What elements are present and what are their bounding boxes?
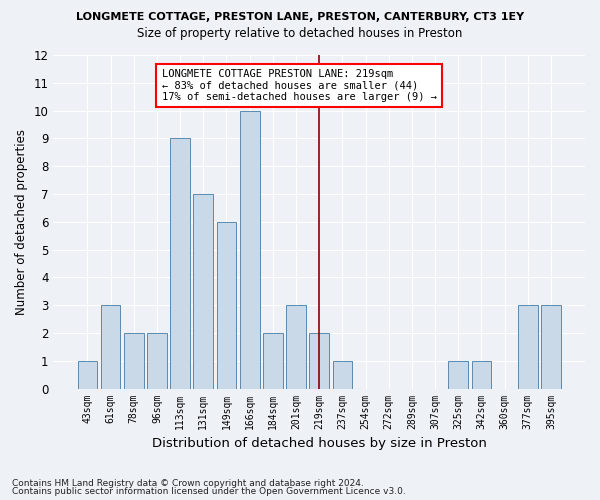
Bar xyxy=(193,194,213,388)
X-axis label: Distribution of detached houses by size in Preston: Distribution of detached houses by size … xyxy=(152,437,487,450)
Bar xyxy=(541,305,561,388)
Bar xyxy=(217,222,236,388)
Text: Contains public sector information licensed under the Open Government Licence v3: Contains public sector information licen… xyxy=(12,487,406,496)
Text: Contains HM Land Registry data © Crown copyright and database right 2024.: Contains HM Land Registry data © Crown c… xyxy=(12,478,364,488)
Bar xyxy=(170,138,190,388)
Y-axis label: Number of detached properties: Number of detached properties xyxy=(15,129,28,315)
Text: Size of property relative to detached houses in Preston: Size of property relative to detached ho… xyxy=(137,28,463,40)
Bar xyxy=(240,110,260,388)
Bar xyxy=(124,333,143,388)
Bar xyxy=(77,361,97,388)
Bar xyxy=(101,305,121,388)
Bar xyxy=(310,333,329,388)
Text: LONGMETE COTTAGE, PRESTON LANE, PRESTON, CANTERBURY, CT3 1EY: LONGMETE COTTAGE, PRESTON LANE, PRESTON,… xyxy=(76,12,524,22)
Bar xyxy=(518,305,538,388)
Bar xyxy=(147,333,167,388)
Bar xyxy=(332,361,352,388)
Bar xyxy=(263,333,283,388)
Text: LONGMETE COTTAGE PRESTON LANE: 219sqm
← 83% of detached houses are smaller (44)
: LONGMETE COTTAGE PRESTON LANE: 219sqm ← … xyxy=(161,69,437,102)
Bar xyxy=(448,361,468,388)
Bar xyxy=(286,305,306,388)
Bar xyxy=(472,361,491,388)
